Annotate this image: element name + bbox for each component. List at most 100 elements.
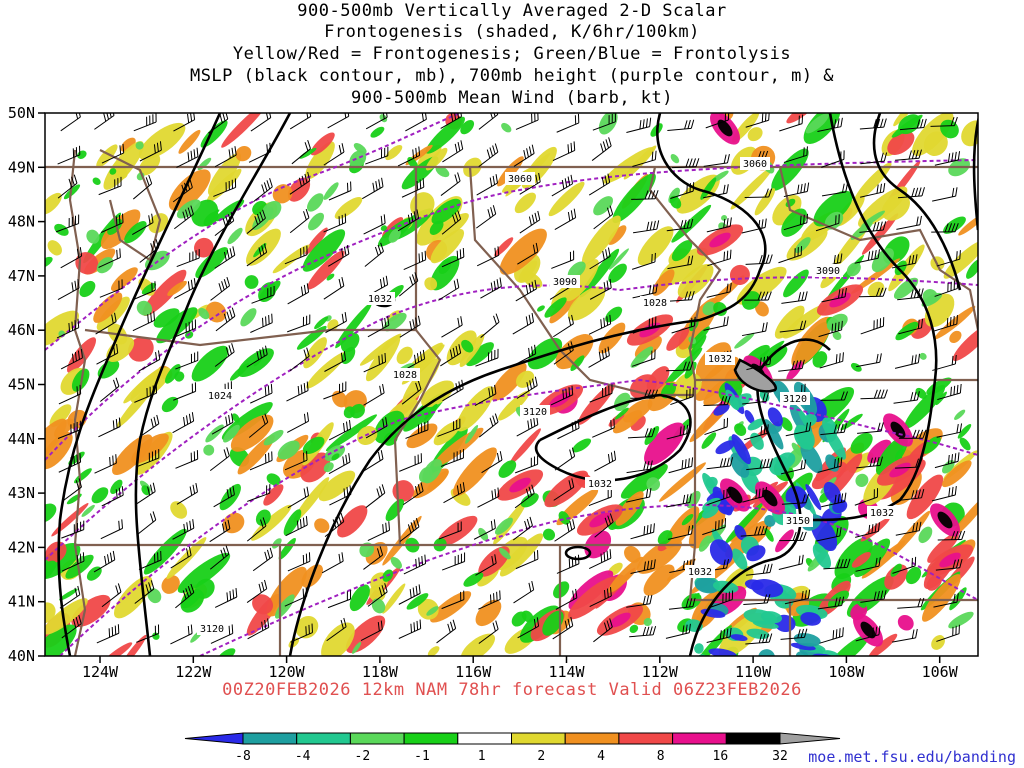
wind-barb xyxy=(823,558,851,570)
wind-barb xyxy=(744,188,773,198)
wind-barb xyxy=(475,554,497,576)
wind-barb xyxy=(780,459,807,475)
wind-barb xyxy=(99,377,120,402)
wind-barb xyxy=(706,217,732,233)
wind-barb xyxy=(440,449,464,467)
wind-barb xyxy=(934,452,960,469)
lon-tick-label: 116W xyxy=(455,663,492,681)
lat-tick-label: 48N xyxy=(8,213,35,231)
wind-barb xyxy=(554,447,576,471)
wind-barb xyxy=(246,243,268,267)
wind-barb xyxy=(557,419,580,440)
wind-barb xyxy=(365,417,388,439)
wind-barb xyxy=(57,145,81,165)
wind-barb xyxy=(60,247,83,269)
wind-barb xyxy=(783,213,809,231)
wind-barb xyxy=(365,113,388,130)
mslp-contour-label: 1028 xyxy=(640,296,670,309)
wind-barb xyxy=(821,287,847,303)
wind-barb xyxy=(363,352,387,373)
wind-barb xyxy=(666,493,692,508)
wind-barb xyxy=(706,457,734,470)
wind-barb xyxy=(631,349,656,367)
wind-barb xyxy=(170,546,192,569)
forecast-valid-time: 00Z20FEB2026 12km NAM 78hr forecast Vali… xyxy=(222,680,802,700)
wind-barb xyxy=(516,415,539,437)
wind-barb xyxy=(325,312,347,334)
colorbar-swatch xyxy=(672,732,727,745)
wind-barb xyxy=(592,113,616,131)
wind-barb xyxy=(246,345,268,368)
wind-barb xyxy=(101,583,122,608)
colorbar-label: 32 xyxy=(772,749,788,764)
site-url-link[interactable]: moe.met.fsu.edu/banding xyxy=(808,748,1016,766)
wind-barbs xyxy=(55,113,966,645)
wind-barb xyxy=(703,395,731,406)
wind-barb xyxy=(895,521,922,536)
wind-barb xyxy=(629,626,657,638)
wind-barb xyxy=(287,486,310,509)
wind-barb xyxy=(284,451,308,471)
map-title-line-2: Frontogenesis (shaded, K/6hr/100km) xyxy=(324,22,700,42)
wind-barb xyxy=(284,245,308,265)
wind-barb xyxy=(556,113,580,133)
wind-barb xyxy=(592,418,615,438)
colorbar-label: -2 xyxy=(355,749,371,764)
wind-barb xyxy=(134,384,158,403)
wind-barb xyxy=(554,519,576,542)
wind-barb xyxy=(632,150,657,167)
wind-barb xyxy=(626,117,652,133)
svg-text:1024: 1024 xyxy=(208,391,232,402)
lon-tick-label: 106W xyxy=(922,663,959,681)
wind-barb xyxy=(704,417,729,436)
map-title-line-5: 900-500mb Mean Wind (barb, kt) xyxy=(350,88,674,108)
colorbar-swatch xyxy=(242,732,298,745)
wind-barb xyxy=(58,384,82,405)
wind-barb xyxy=(398,272,419,297)
colorbar-swatch xyxy=(564,732,620,745)
wind-barb xyxy=(670,387,694,406)
wind-barb xyxy=(441,247,465,268)
wind-barb xyxy=(745,633,773,645)
wind-barb xyxy=(139,238,160,263)
wind-barb xyxy=(438,521,462,540)
wind-barb xyxy=(588,346,610,368)
contour-labels: 1024 1028 1028 1032 1032 1032 1032 1032 3060 306… xyxy=(197,157,897,635)
wind-barb xyxy=(932,187,958,202)
wind-barb xyxy=(668,524,694,540)
wind-barb xyxy=(709,590,734,608)
wind-barb xyxy=(819,627,844,644)
wind-barb xyxy=(209,519,231,543)
wind-barb xyxy=(743,594,771,605)
wind-barb xyxy=(895,458,923,469)
wind-barb xyxy=(593,205,614,230)
wind-barb xyxy=(626,488,652,503)
wind-barb xyxy=(401,178,425,198)
wind-barb xyxy=(57,279,80,301)
wind-barb xyxy=(898,429,927,439)
wind-barb xyxy=(481,451,503,474)
wind-barb xyxy=(441,590,465,610)
wind-barb xyxy=(98,248,121,268)
wind-barb xyxy=(550,385,574,406)
lat-tick-label: 43N xyxy=(8,484,35,502)
wind-barb xyxy=(934,279,959,297)
wind-barb xyxy=(93,550,116,573)
wind-barb xyxy=(631,190,659,200)
mslp-contour-label: 1032 xyxy=(365,292,395,305)
wind-barb xyxy=(246,579,268,603)
wind-barb xyxy=(933,593,959,608)
wind-barb xyxy=(60,348,83,370)
wind-barb xyxy=(817,457,843,473)
wind-barb xyxy=(740,525,768,537)
wind-barb xyxy=(936,624,960,642)
wind-barb xyxy=(170,624,193,645)
wind-barb xyxy=(250,313,273,333)
wind-barb xyxy=(323,143,345,166)
wind-barb xyxy=(668,457,694,474)
lat-tick-label: 47N xyxy=(8,267,35,285)
colorbar-swatch xyxy=(349,732,405,745)
wind-barb xyxy=(132,213,154,235)
wind-barb xyxy=(667,119,695,131)
wind-barb xyxy=(285,516,308,537)
